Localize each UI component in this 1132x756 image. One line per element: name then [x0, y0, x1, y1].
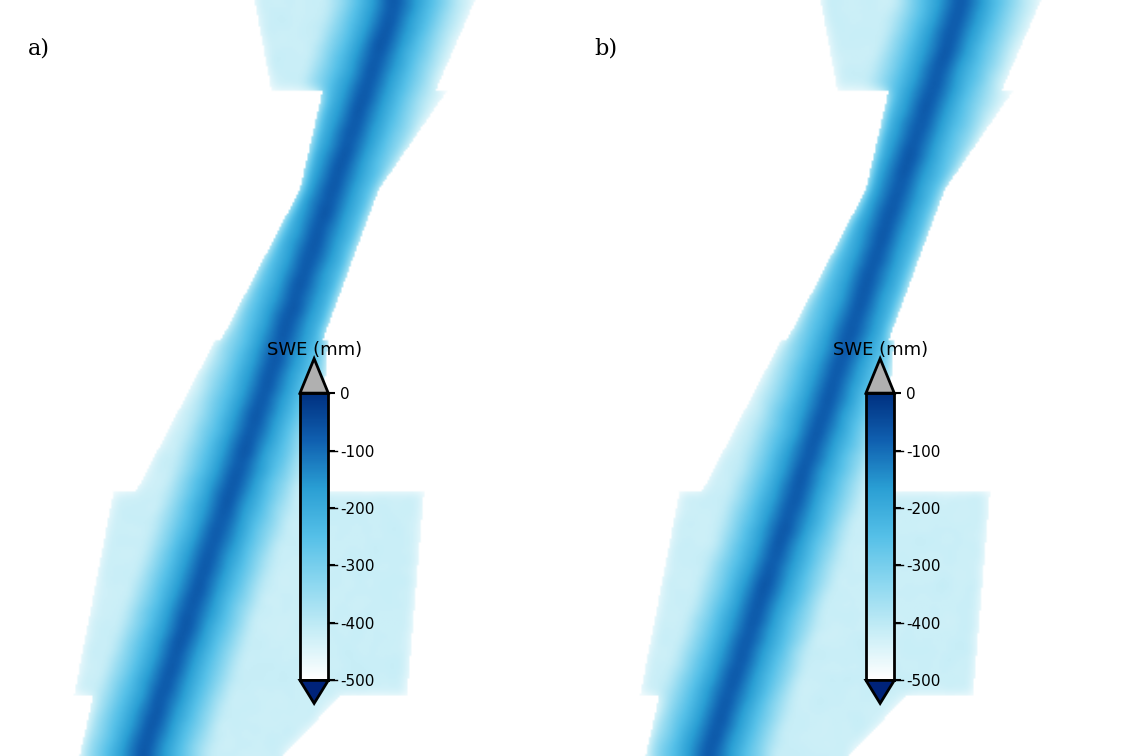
- Text: SWE (mm): SWE (mm): [266, 341, 362, 358]
- Text: a): a): [28, 38, 50, 60]
- Polygon shape: [866, 680, 894, 703]
- Polygon shape: [300, 680, 328, 703]
- Polygon shape: [300, 358, 328, 393]
- Polygon shape: [866, 358, 894, 393]
- Text: SWE (mm): SWE (mm): [832, 341, 928, 358]
- Text: b): b): [594, 38, 617, 60]
